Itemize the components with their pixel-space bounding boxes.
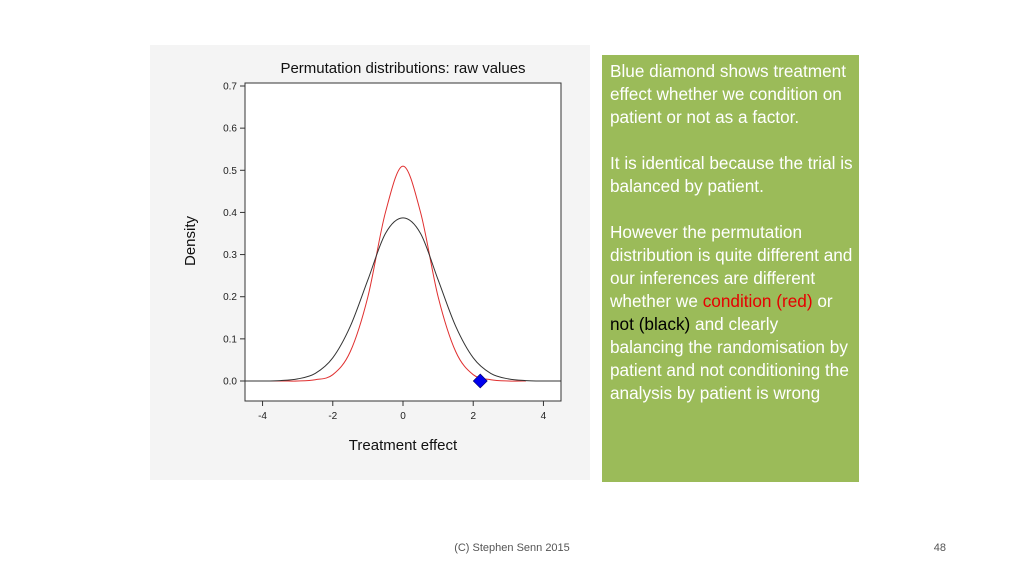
- x-axis-label: Treatment effect: [349, 437, 458, 454]
- note-paragraph-3: However the permutation distribution is …: [610, 221, 853, 405]
- x-axis: -4 -2 0 2 4: [258, 401, 547, 422]
- not-text: not: [610, 314, 634, 334]
- y-tick-label: 0.1: [223, 334, 237, 345]
- permutation-chart: Permutation distributions: raw values 0.…: [182, 60, 562, 454]
- x-tick-label: -4: [258, 411, 267, 422]
- chart-title: Permutation distributions: raw values: [280, 60, 525, 77]
- blue-diamond-marker: [472, 373, 488, 389]
- y-tick-label: 0.0: [223, 377, 237, 388]
- y-axis-label: Density: [182, 215, 199, 266]
- y-axis: 0.0 0.1 0.2 0.3 0.4 0.5 0.6 0.7: [223, 82, 245, 388]
- footer-copyright: (C) Stephen Senn 2015: [454, 542, 570, 554]
- y-tick-label: 0.4: [223, 208, 237, 219]
- note-paragraph-1: Blue diamond shows treatment effect whet…: [610, 61, 846, 127]
- or-text: or: [817, 291, 833, 311]
- note-lead-text: However the permutation distribution is …: [610, 222, 853, 311]
- x-tick-label: 4: [541, 411, 547, 422]
- y-tick-label: 0.6: [223, 124, 237, 135]
- condition-red-text: condition (red): [702, 291, 813, 311]
- annotation-box: Blue diamond shows treatment effect whet…: [602, 55, 859, 482]
- note-paragraph-2: It is identical because the trial is bal…: [610, 153, 853, 196]
- black-text: (black): [638, 314, 691, 334]
- y-tick-label: 0.2: [223, 292, 237, 303]
- y-tick-label: 0.7: [223, 82, 237, 93]
- note-tail-text: and clearly balancing the randomisation …: [610, 314, 849, 403]
- x-tick-label: 0: [400, 411, 406, 422]
- plot-frame: [244, 82, 562, 402]
- y-tick-label: 0.3: [223, 250, 237, 261]
- slide-number: 48: [933, 542, 946, 554]
- chart-panel: Permutation distributions: raw values 0.…: [150, 45, 590, 480]
- markers: [472, 373, 488, 389]
- y-tick-label: 0.5: [223, 166, 237, 177]
- series-line-2: [244, 217, 562, 382]
- x-tick-label: -2: [328, 411, 337, 422]
- x-tick-label: 2: [470, 411, 476, 422]
